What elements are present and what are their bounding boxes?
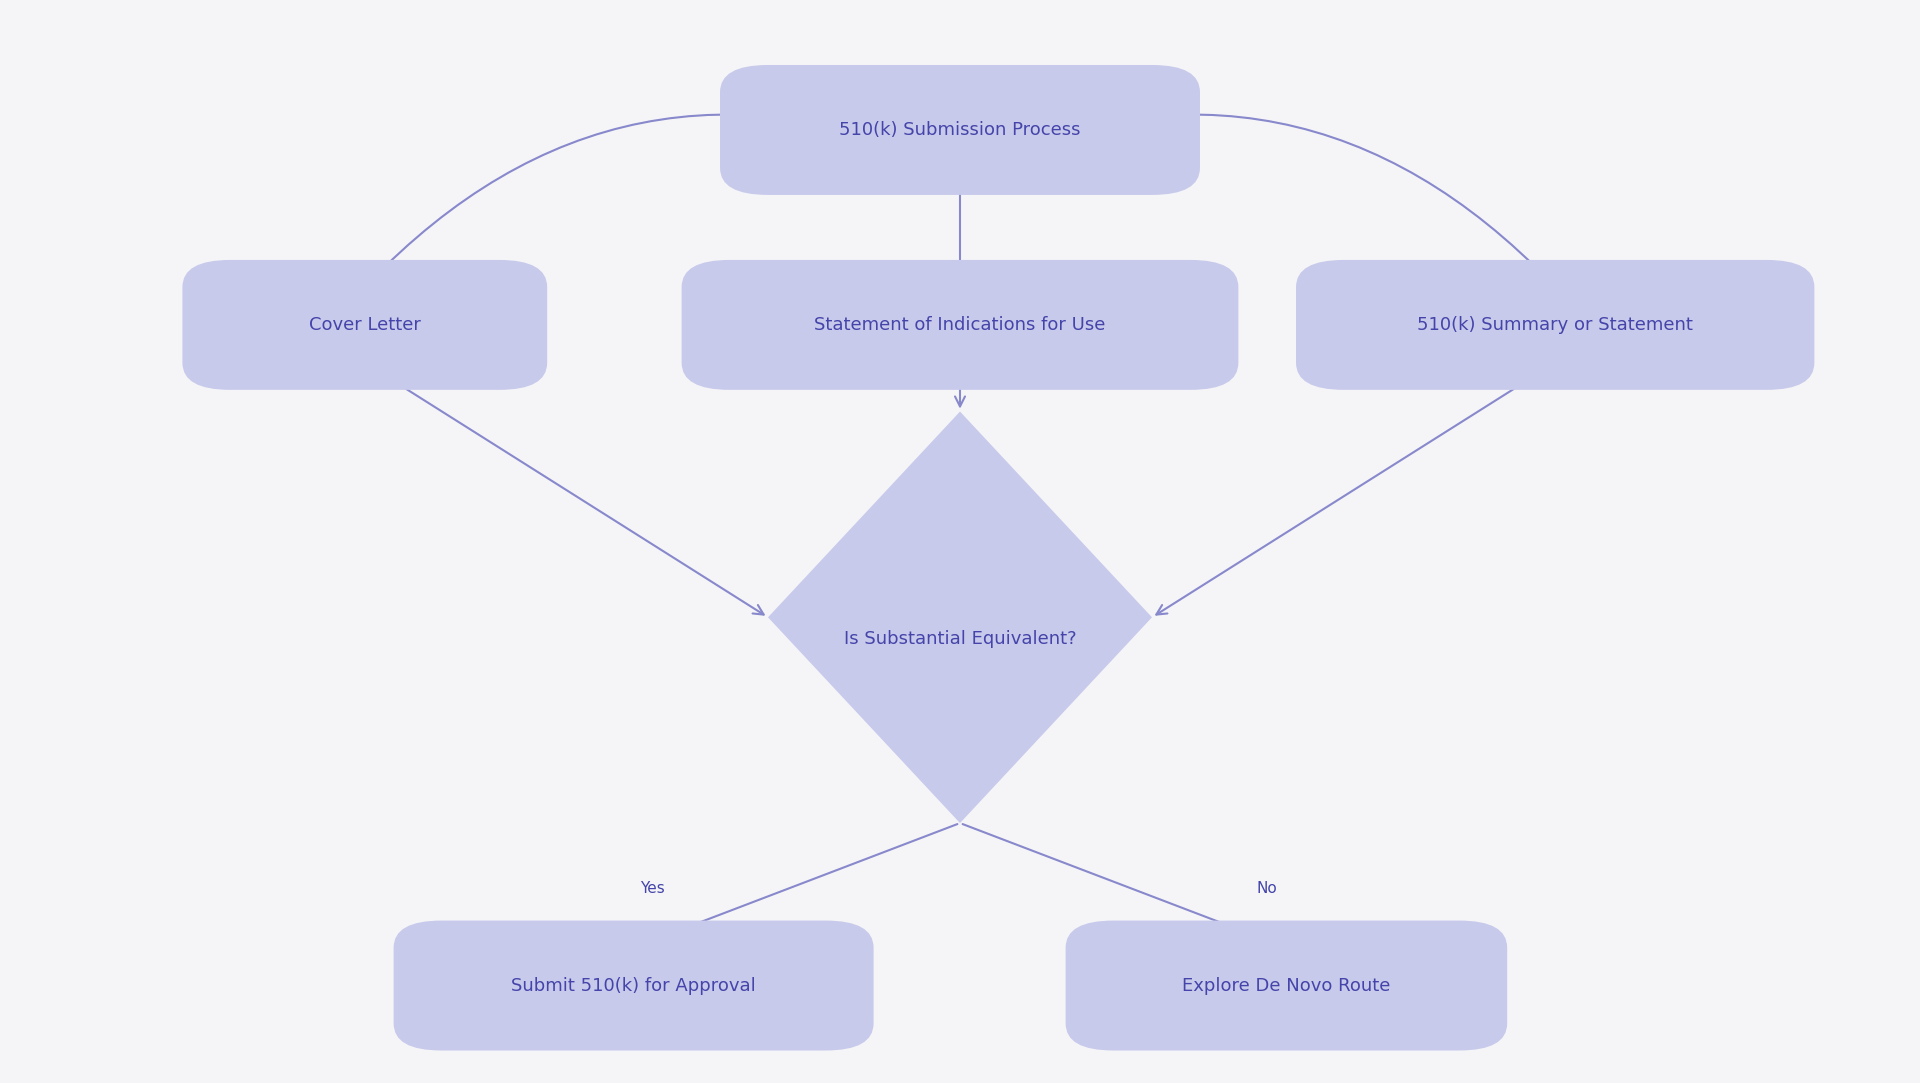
Text: Is Substantial Equivalent?: Is Substantial Equivalent?: [843, 630, 1077, 648]
Text: 510(k) Summary or Statement: 510(k) Summary or Statement: [1417, 316, 1693, 334]
Text: 510(k) Submission Process: 510(k) Submission Process: [839, 121, 1081, 139]
FancyBboxPatch shape: [182, 260, 547, 390]
Text: No: No: [1258, 880, 1277, 896]
Text: Submit 510(k) for Approval: Submit 510(k) for Approval: [511, 977, 756, 994]
Text: Explore De Novo Route: Explore De Novo Route: [1183, 977, 1390, 994]
Text: Yes: Yes: [641, 880, 664, 896]
FancyBboxPatch shape: [1066, 921, 1507, 1051]
Text: Cover Letter: Cover Letter: [309, 316, 420, 334]
Text: Statement of Indications for Use: Statement of Indications for Use: [814, 316, 1106, 334]
FancyBboxPatch shape: [1296, 260, 1814, 390]
FancyBboxPatch shape: [394, 921, 874, 1051]
Polygon shape: [768, 412, 1152, 823]
FancyBboxPatch shape: [682, 260, 1238, 390]
FancyBboxPatch shape: [720, 65, 1200, 195]
